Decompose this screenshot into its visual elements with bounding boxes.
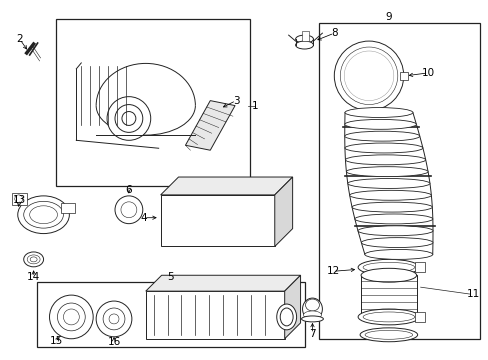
Ellipse shape	[360, 310, 416, 324]
Ellipse shape	[276, 304, 296, 330]
Ellipse shape	[361, 238, 432, 248]
Ellipse shape	[349, 190, 430, 200]
Bar	[414, 312, 424, 322]
Circle shape	[107, 96, 150, 140]
Circle shape	[103, 308, 124, 330]
Ellipse shape	[346, 167, 427, 177]
Text: 7: 7	[308, 329, 315, 339]
Ellipse shape	[344, 143, 422, 153]
Ellipse shape	[18, 196, 69, 234]
Ellipse shape	[24, 252, 43, 267]
Text: 11: 11	[466, 289, 479, 299]
Text: 10: 10	[421, 68, 434, 78]
Ellipse shape	[295, 41, 313, 49]
Ellipse shape	[280, 308, 292, 326]
Polygon shape	[145, 275, 300, 291]
Ellipse shape	[27, 255, 40, 264]
Polygon shape	[185, 100, 235, 150]
Circle shape	[96, 301, 132, 337]
Circle shape	[57, 303, 85, 331]
Circle shape	[63, 309, 79, 325]
Text: 5: 5	[167, 272, 174, 282]
Circle shape	[340, 47, 397, 105]
Circle shape	[121, 202, 137, 218]
Text: 2: 2	[17, 34, 23, 44]
Circle shape	[115, 196, 142, 224]
Circle shape	[122, 112, 136, 125]
Ellipse shape	[359, 328, 417, 342]
Bar	[161, 195, 274, 247]
Bar	[56, 19, 249, 186]
Circle shape	[334, 41, 403, 111]
Ellipse shape	[303, 311, 321, 319]
Ellipse shape	[302, 298, 322, 320]
Text: 15: 15	[50, 336, 63, 346]
Ellipse shape	[357, 226, 432, 236]
Ellipse shape	[360, 268, 416, 282]
Polygon shape	[161, 177, 292, 195]
Ellipse shape	[351, 202, 431, 212]
Bar	[37, 282, 304, 347]
Text: 1: 1	[251, 100, 258, 111]
Polygon shape	[274, 177, 292, 247]
Polygon shape	[284, 275, 300, 339]
Bar	[301, 31, 308, 41]
Ellipse shape	[362, 262, 414, 272]
Ellipse shape	[30, 206, 57, 224]
Text: 8: 8	[330, 28, 337, 38]
Ellipse shape	[305, 299, 319, 311]
Ellipse shape	[365, 330, 412, 339]
Text: 12: 12	[326, 266, 339, 276]
Text: 14: 14	[27, 272, 40, 282]
Ellipse shape	[30, 257, 37, 262]
Circle shape	[15, 195, 22, 203]
Ellipse shape	[357, 309, 419, 325]
Bar	[61, 203, 75, 213]
Ellipse shape	[344, 120, 416, 129]
Ellipse shape	[347, 179, 429, 188]
Text: 16: 16	[107, 337, 121, 347]
Ellipse shape	[357, 260, 419, 275]
Text: 6: 6	[125, 185, 132, 195]
Ellipse shape	[295, 35, 313, 43]
Text: 9: 9	[385, 12, 391, 22]
Text: 3: 3	[232, 96, 239, 105]
Bar	[145, 291, 284, 339]
Bar	[399, 72, 407, 80]
Bar	[319, 23, 479, 339]
Ellipse shape	[354, 214, 432, 224]
Ellipse shape	[362, 312, 414, 322]
Ellipse shape	[345, 155, 425, 165]
Bar	[414, 262, 424, 272]
Circle shape	[109, 314, 119, 324]
Circle shape	[115, 105, 142, 132]
Ellipse shape	[24, 201, 63, 228]
Ellipse shape	[344, 131, 419, 141]
Ellipse shape	[364, 249, 432, 260]
Circle shape	[344, 51, 393, 100]
Bar	[12, 193, 27, 205]
Circle shape	[49, 295, 93, 339]
Ellipse shape	[345, 108, 412, 117]
Text: 13: 13	[13, 195, 26, 205]
Ellipse shape	[301, 316, 323, 322]
Text: 4: 4	[140, 213, 147, 223]
Bar	[360, 275, 416, 317]
